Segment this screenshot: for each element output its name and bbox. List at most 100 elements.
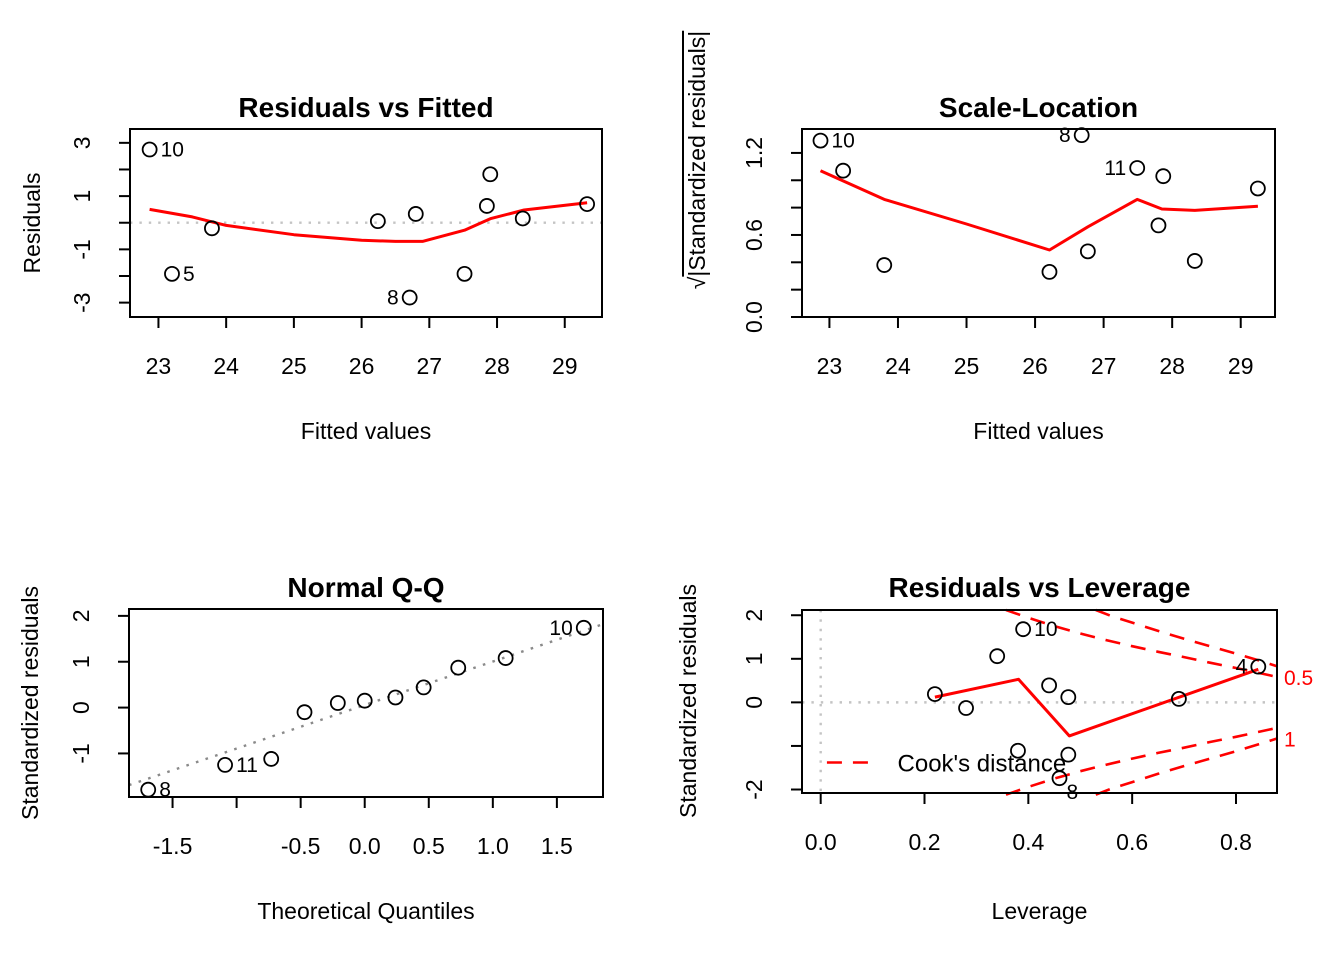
ylabel-standardized-residuals-qq: Standardized residuals bbox=[17, 586, 43, 820]
tick-label: 0.0 bbox=[741, 301, 767, 333]
data-point bbox=[1129, 160, 1146, 176]
data-point bbox=[478, 198, 495, 214]
xlabel-theoretical-quantiles: Theoretical Quantiles bbox=[257, 898, 475, 924]
cook-legend-text: Cook's distance bbox=[898, 750, 1067, 777]
data-point bbox=[1015, 621, 1032, 638]
cook-label: 0.5 bbox=[1284, 667, 1313, 690]
tick-label: 29 bbox=[1228, 353, 1254, 379]
sqrt-symbol: √ bbox=[684, 276, 710, 290]
tick-label: 29 bbox=[552, 353, 578, 379]
sqrt-body-text: |Standardized residuals| bbox=[684, 30, 710, 277]
cook-contour bbox=[1005, 608, 1278, 679]
tick-label: 24 bbox=[213, 353, 239, 379]
tick-label: 0.6 bbox=[1116, 829, 1148, 855]
qq-line bbox=[128, 622, 604, 787]
data-point bbox=[387, 689, 404, 706]
cook-contour bbox=[1095, 737, 1278, 796]
tick-label: 28 bbox=[1159, 353, 1185, 379]
data-point bbox=[1250, 658, 1267, 675]
data-point bbox=[401, 289, 418, 306]
tick-label: 1.2 bbox=[741, 137, 767, 169]
data-point bbox=[1155, 168, 1172, 185]
data-point bbox=[1010, 742, 1026, 759]
data-point bbox=[514, 210, 531, 227]
tick-label: -1.5 bbox=[153, 833, 193, 859]
data-point bbox=[1079, 243, 1096, 260]
tick-label: -1 bbox=[69, 239, 95, 259]
data-point bbox=[263, 751, 280, 767]
data-point bbox=[1249, 180, 1266, 197]
data-point bbox=[958, 700, 974, 716]
xlabel-fitted-values-1: Fitted values bbox=[300, 418, 432, 444]
data-point bbox=[450, 659, 467, 676]
tick-label: 0 bbox=[68, 701, 94, 714]
data-point bbox=[329, 695, 346, 711]
data-point bbox=[296, 704, 313, 721]
tick-label: 27 bbox=[417, 353, 443, 379]
title-normal-qq: Normal Q-Q bbox=[287, 572, 445, 603]
data-point bbox=[356, 692, 373, 709]
data-point bbox=[835, 162, 852, 179]
ylabel-sqrt-standardized-residuals: √|Standardized residuals| bbox=[682, 0, 712, 320]
point-label: 11 bbox=[236, 754, 258, 777]
tick-label: -1 bbox=[68, 743, 94, 763]
data-point bbox=[415, 679, 432, 696]
data-point bbox=[141, 141, 158, 158]
data-point bbox=[140, 781, 157, 798]
tick-label: 23 bbox=[817, 353, 843, 379]
data-point bbox=[1170, 690, 1187, 707]
tick-label: -3 bbox=[69, 292, 95, 312]
tick-label: 25 bbox=[954, 353, 980, 379]
point-label: 11 bbox=[1104, 157, 1126, 180]
data-point bbox=[1150, 217, 1167, 234]
data-point bbox=[1051, 770, 1068, 787]
point-label: 10 bbox=[549, 617, 572, 640]
data-point bbox=[1073, 127, 1090, 144]
ylabel-standardized-residuals-leverage: Standardized residuals bbox=[675, 584, 701, 818]
tick-label: 23 bbox=[146, 353, 172, 379]
tick-label: 28 bbox=[484, 353, 510, 379]
point-label: 8 bbox=[387, 287, 399, 310]
tick-label: 0.4 bbox=[1012, 829, 1044, 855]
xlabel-leverage: Leverage bbox=[991, 898, 1088, 924]
tick-label: 2 bbox=[741, 609, 767, 622]
tick-label: 0.5 bbox=[413, 833, 445, 859]
data-point bbox=[1060, 689, 1077, 706]
xlabel-fitted-values-2: Fitted values bbox=[973, 418, 1104, 444]
ylabel-residuals: Residuals bbox=[19, 172, 45, 274]
data-point bbox=[989, 648, 1006, 665]
data-point bbox=[497, 650, 514, 666]
tick-label: 1.5 bbox=[541, 833, 573, 859]
point-label: 10 bbox=[1034, 618, 1057, 641]
plot-box bbox=[801, 128, 1276, 318]
tick-label: -2 bbox=[741, 779, 767, 799]
data-point bbox=[217, 757, 233, 773]
cook-contour bbox=[1005, 726, 1278, 796]
data-point bbox=[482, 166, 499, 183]
tick-label: 27 bbox=[1091, 353, 1117, 379]
plot-box bbox=[128, 608, 604, 798]
title-residuals-vs-leverage: Residuals vs Leverage bbox=[888, 572, 1191, 603]
data-point bbox=[579, 196, 596, 212]
data-point bbox=[164, 265, 180, 282]
tick-label: 1 bbox=[68, 655, 94, 668]
point-label: 5 bbox=[183, 263, 195, 286]
tick-label: 2 bbox=[68, 609, 94, 622]
smoother-line bbox=[819, 169, 1258, 252]
smoother-line bbox=[934, 667, 1259, 738]
tick-label: 0.6 bbox=[741, 219, 767, 251]
tick-label: 25 bbox=[281, 353, 307, 379]
data-point bbox=[1060, 746, 1077, 763]
data-point bbox=[204, 220, 220, 237]
tick-label: 0.8 bbox=[1220, 829, 1252, 855]
data-point bbox=[575, 619, 592, 636]
title-residuals-vs-fitted: Residuals vs Fitted bbox=[238, 92, 494, 123]
point-label: 8 bbox=[1059, 124, 1071, 147]
tick-label: 1.0 bbox=[477, 833, 509, 859]
data-point bbox=[369, 213, 386, 230]
tick-label: -0.5 bbox=[281, 833, 321, 859]
point-label: 4 bbox=[1236, 656, 1248, 679]
title-scale-location: Scale-Location bbox=[938, 92, 1139, 123]
